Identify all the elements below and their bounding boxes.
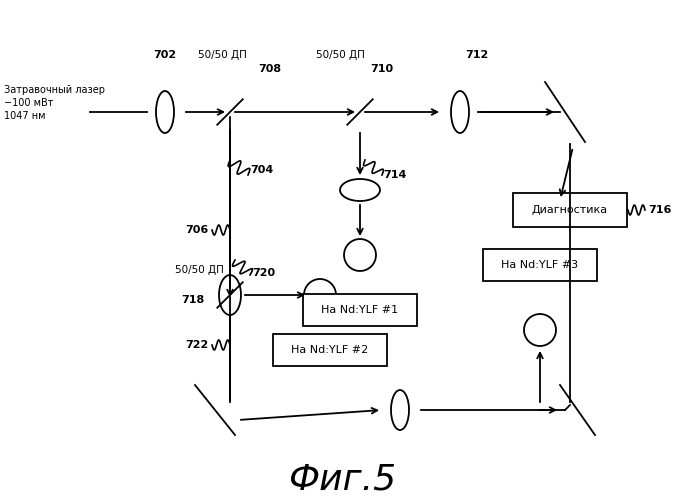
Text: 706: 706	[185, 225, 208, 235]
Text: Затравочный лазер: Затравочный лазер	[4, 85, 105, 95]
Text: 712: 712	[465, 50, 488, 60]
FancyBboxPatch shape	[513, 193, 627, 227]
Text: 702: 702	[153, 50, 176, 60]
Text: 710: 710	[370, 64, 393, 74]
Text: Фиг.5: Фиг.5	[288, 463, 396, 497]
Text: 50/50 ДП: 50/50 ДП	[175, 265, 224, 275]
Text: 714: 714	[383, 170, 406, 180]
Text: 720: 720	[252, 268, 275, 278]
Text: 50/50 ДП: 50/50 ДП	[315, 50, 365, 60]
Text: На Nd:YLF #1: На Nd:YLF #1	[321, 305, 399, 315]
Text: Диагностика: Диагностика	[532, 205, 608, 215]
FancyBboxPatch shape	[303, 294, 417, 326]
Text: −100 мВт: −100 мВт	[4, 98, 53, 108]
Text: 704: 704	[250, 165, 273, 175]
Text: На Nd:YLF #3: На Nd:YLF #3	[501, 260, 579, 270]
Text: На Nd:YLF #2: На Nd:YLF #2	[291, 345, 369, 355]
FancyBboxPatch shape	[273, 334, 387, 366]
Text: 716: 716	[648, 205, 672, 215]
Text: 722: 722	[185, 340, 208, 350]
Text: 50/50 ДП: 50/50 ДП	[198, 50, 246, 60]
Text: 708: 708	[258, 64, 281, 74]
Text: 718: 718	[182, 295, 205, 305]
Text: 1047 нм: 1047 нм	[4, 111, 46, 121]
FancyBboxPatch shape	[483, 249, 597, 281]
